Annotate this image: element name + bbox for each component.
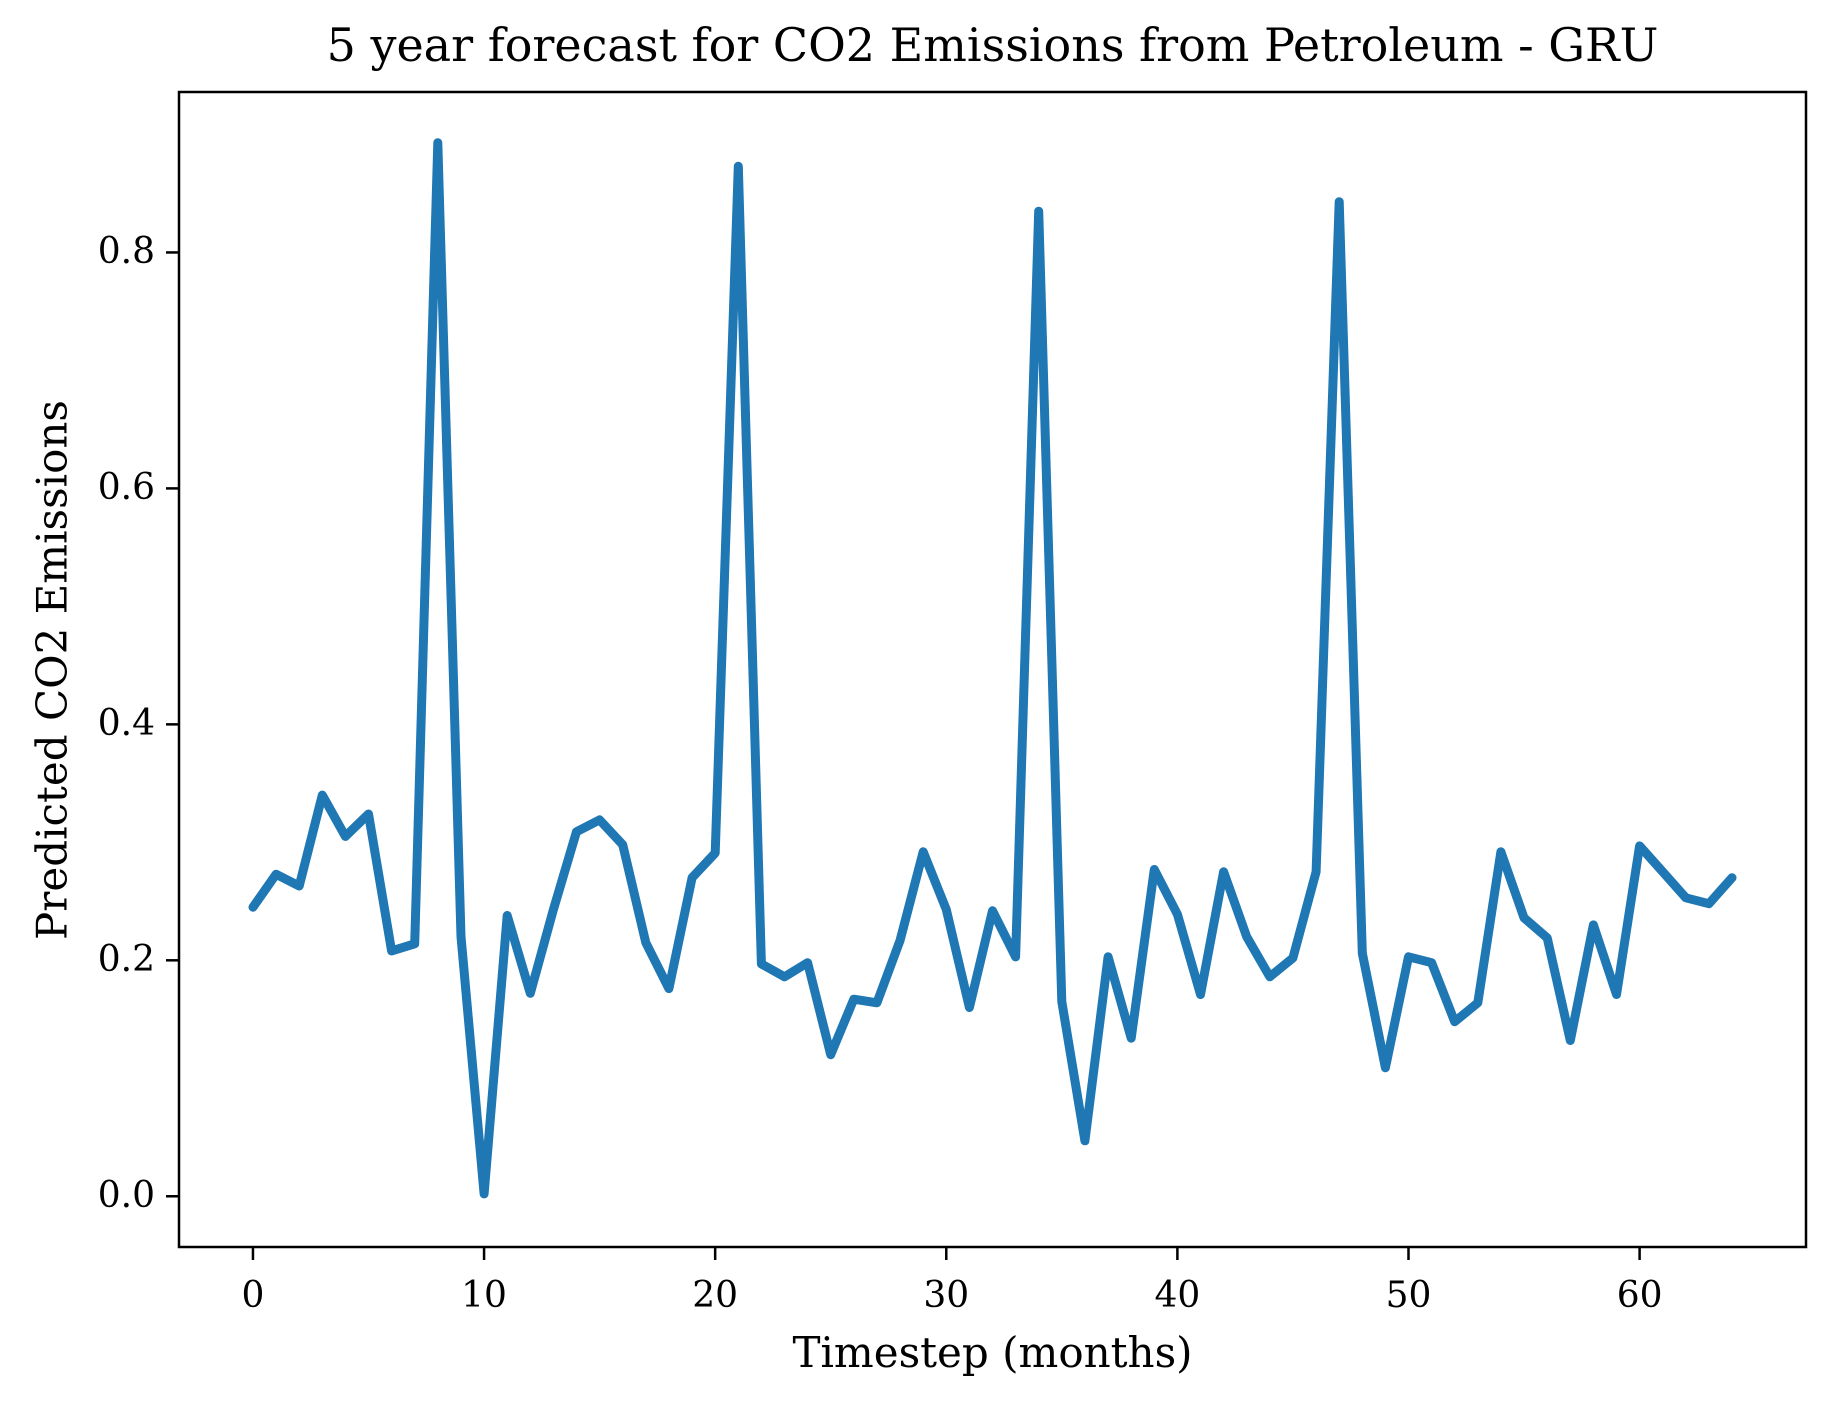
y-tick-label: 0.6: [97, 467, 155, 509]
x-tick-label: 50: [1385, 1275, 1432, 1316]
y-tick-label: 0.4: [97, 703, 155, 745]
y-tick-label: 0.0: [97, 1175, 155, 1217]
x-tick-label: 10: [461, 1275, 507, 1316]
axes-spines: [177, 90, 1808, 1249]
x-tick-label: 20: [692, 1275, 739, 1316]
y-tick-label: 0.2: [97, 939, 155, 981]
forecast-line: [248, 138, 1737, 1199]
x-axis-label: Timestep (months): [792, 1328, 1193, 1377]
x-tick-label: 40: [1154, 1275, 1201, 1316]
x-tick-label: 0: [241, 1275, 265, 1316]
chart-title: 5 year forecast for CO2 Emissions from P…: [326, 18, 1659, 72]
x-tick-label: 30: [923, 1275, 970, 1316]
y-tick-label: 0.8: [97, 231, 155, 273]
x-tick-label: 60: [1616, 1275, 1663, 1316]
